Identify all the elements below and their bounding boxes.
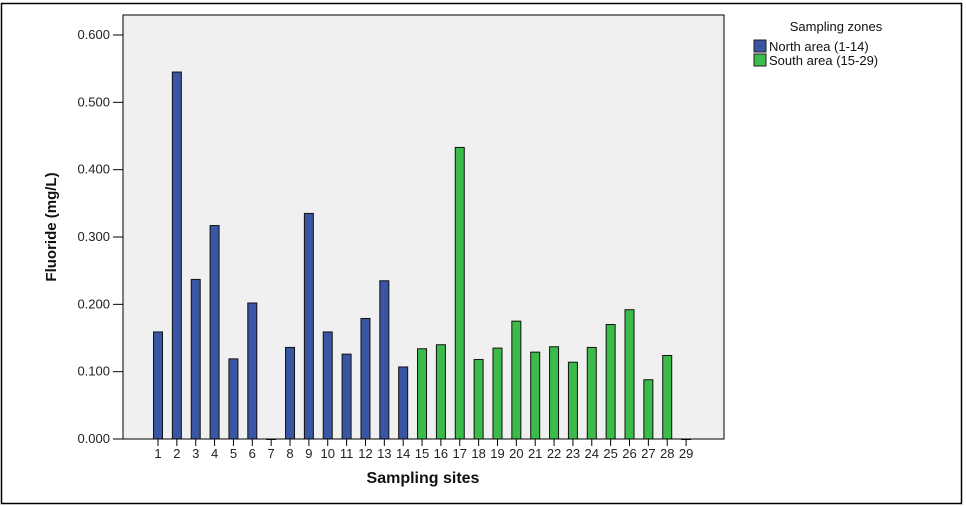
bar-site-6: [247, 302, 258, 440]
x-tick-label: 23: [566, 446, 580, 461]
x-tick-label: 7: [268, 446, 275, 461]
bar-site-18: [473, 359, 484, 440]
bar-site-4: [209, 225, 220, 440]
x-tick-label: 13: [377, 446, 391, 461]
bar-site-14: [398, 366, 409, 440]
x-tick-label: 22: [547, 446, 561, 461]
x-tick-label: 28: [660, 446, 674, 461]
y-tick-label: 0.500: [77, 94, 110, 109]
x-tick-label: 8: [286, 446, 293, 461]
x-tick-label: 2: [173, 446, 180, 461]
x-tick-label: 3: [192, 446, 199, 461]
bar-site-13: [379, 280, 390, 440]
bar-site-27: [643, 379, 654, 440]
x-tick-label: 12: [358, 446, 372, 461]
bar-site-17: [454, 146, 465, 440]
x-tick-label: 11: [340, 446, 354, 461]
legend-label-north: North area (1-14): [769, 39, 869, 54]
y-tick-label: 0.300: [77, 229, 110, 244]
legend: Sampling zones North area (1-14) South a…: [753, 19, 883, 68]
x-tick-label: 14: [396, 446, 410, 461]
bar-site-16: [435, 344, 446, 440]
bar-site-10: [322, 331, 333, 440]
x-tick-label: 20: [509, 446, 523, 461]
x-tick-label: 16: [434, 446, 448, 461]
bar-site-9: [303, 212, 314, 440]
x-tick-label: 17: [453, 446, 467, 461]
bar-site-3: [190, 278, 201, 440]
x-tick-label: 25: [603, 446, 617, 461]
x-tick-label: 6: [249, 446, 256, 461]
x-tick-label: 29: [679, 446, 693, 461]
bar-site-26: [624, 309, 635, 440]
x-axis-label: Sampling sites: [367, 470, 480, 487]
x-tick-label: 10: [321, 446, 335, 461]
y-tick-label: 0.000: [77, 431, 110, 446]
legend-swatch-north: [753, 39, 767, 53]
y-tick-label: 0.600: [77, 27, 110, 42]
x-tick-label: 5: [230, 446, 237, 461]
x-tick-label: 19: [490, 446, 504, 461]
legend-label-south: South area (15-29): [769, 53, 878, 68]
y-axis-label: Fluoride (mg/L): [43, 172, 60, 281]
x-tick-label: 21: [528, 446, 542, 461]
x-tick-label: 15: [415, 446, 429, 461]
bar-site-22: [549, 346, 560, 440]
y-tick-label: 0.100: [77, 364, 110, 379]
y-tick-label: 0.200: [77, 296, 110, 311]
bar-site-20: [511, 320, 522, 440]
x-tick-label: 18: [471, 446, 485, 461]
bar-site-8: [285, 346, 296, 440]
bar-site-5: [228, 358, 239, 440]
x-tick-label: 9: [305, 446, 312, 461]
bar-site-11: [341, 353, 352, 440]
x-tick-label: 26: [622, 446, 636, 461]
bar-site-23: [567, 361, 578, 440]
bar-site-28: [662, 355, 673, 440]
x-tick-label: 27: [641, 446, 655, 461]
bar-site-25: [605, 324, 616, 440]
legend-swatch-south: [753, 53, 767, 67]
x-tick-label: 4: [211, 446, 218, 461]
bar-site-15: [417, 348, 428, 440]
y-tick-label: 0.400: [77, 162, 110, 177]
bar-site-2: [171, 71, 182, 440]
bar-site-1: [153, 331, 163, 440]
bar-site-21: [530, 351, 541, 440]
x-tick-label: 1: [154, 446, 161, 461]
bar-site-24: [586, 346, 597, 440]
bar-site-12: [360, 317, 371, 440]
legend-title: Sampling zones: [790, 19, 883, 34]
bar-site-19: [492, 347, 503, 440]
x-tick-label: 24: [585, 446, 599, 461]
